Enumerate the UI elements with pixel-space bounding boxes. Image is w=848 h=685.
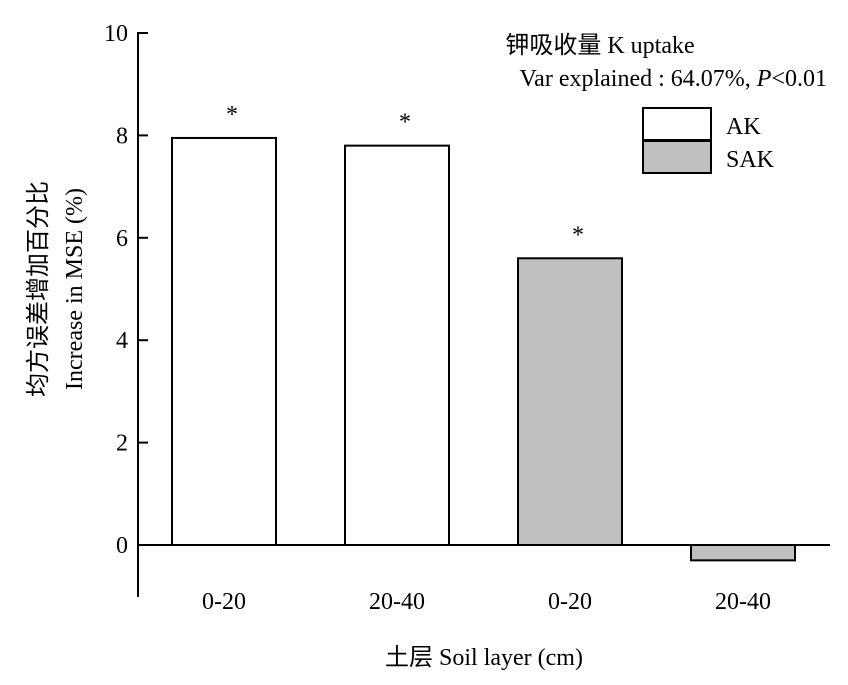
x-tick-labels: 0-20 20-40 0-20 20-40 <box>202 589 771 615</box>
title-line2-suffix: <0.01 <box>771 66 827 92</box>
legend: AK SAK <box>642 107 775 174</box>
y-tick-label: 4 <box>116 328 128 354</box>
x-tick-label: 20-40 <box>715 589 771 615</box>
bar-ak-20-40 <box>344 144 450 546</box>
significance-star: * <box>399 110 411 136</box>
y-tick-label: 6 <box>116 226 128 252</box>
title-line2-p: P <box>756 66 772 92</box>
chart-title-line2: Var explained : 64.07%, P<0.01 <box>520 66 828 92</box>
significance-star: * <box>226 102 238 128</box>
y-tick-label: 0 <box>116 533 128 559</box>
legend-label-ak: AK <box>726 114 761 140</box>
y-axis-title-cn: 均方误差增加百分比 <box>25 181 52 397</box>
legend-swatch-sak <box>642 140 712 174</box>
x-tick-label: 0-20 <box>202 589 246 615</box>
bar-sak-20-40 <box>690 544 796 562</box>
y-tick-label: 8 <box>116 123 128 149</box>
y-tick-label: 10 <box>104 21 128 47</box>
chart-title-line1: 钾吸收量 K uptake <box>505 32 694 59</box>
legend-label-sak: SAK <box>726 147 775 173</box>
bar-ak-0-20 <box>171 136 277 547</box>
y-tick-label: 2 <box>116 431 128 457</box>
x-tick-label: 0-20 <box>548 589 592 615</box>
bars: * * * <box>171 102 796 562</box>
x-axis-title: 土层 Soil layer (cm) <box>385 644 583 671</box>
bar-sak-0-20 <box>517 257 623 546</box>
y-ticks: 0 2 4 6 8 10 <box>104 21 148 559</box>
legend-swatch-ak <box>642 107 712 141</box>
significance-star: * <box>572 222 584 248</box>
x-tick-label: 20-40 <box>369 589 425 615</box>
title-line2-prefix: Var explained : 64.07%, <box>520 66 757 92</box>
y-axis-title-en: Increase in MSE (%) <box>62 188 88 390</box>
